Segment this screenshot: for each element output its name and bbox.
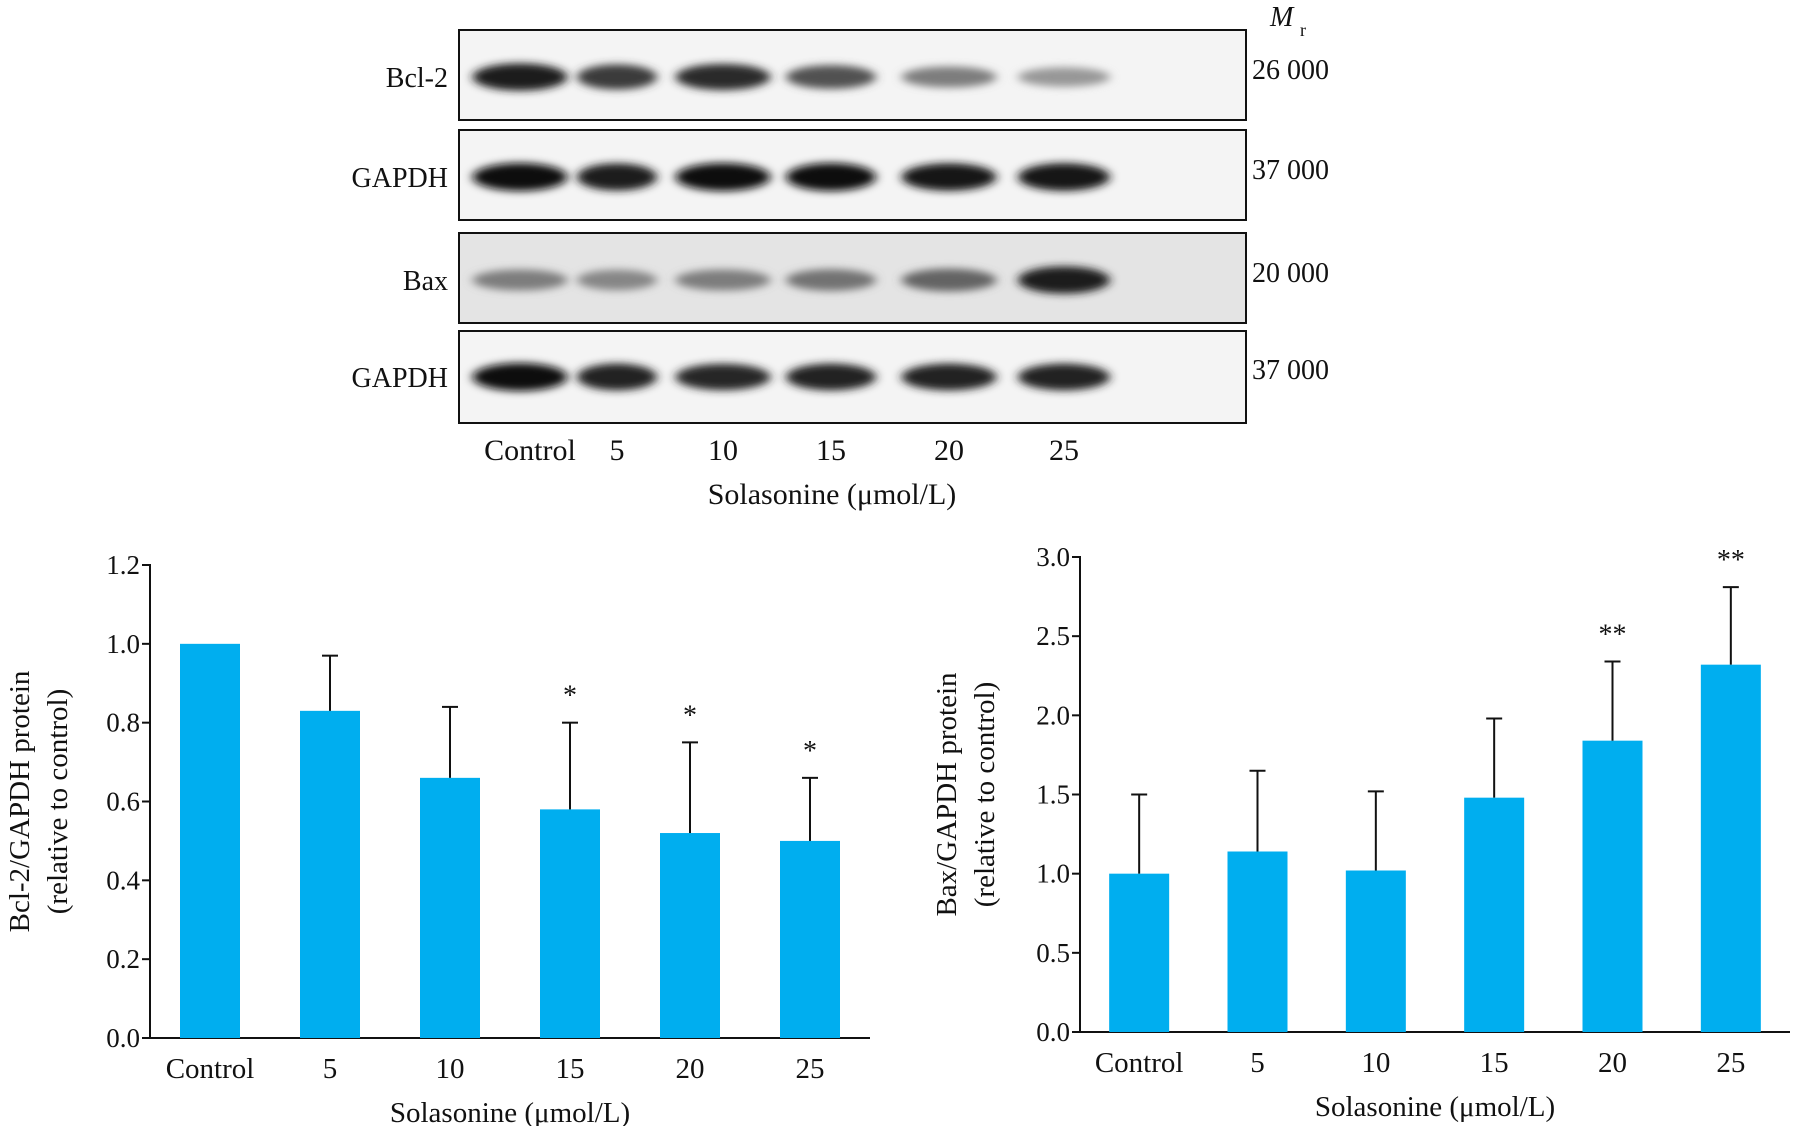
blot-band bbox=[675, 163, 771, 191]
y-tick-label: 0.4 bbox=[106, 865, 140, 895]
significance-marker: ** bbox=[1717, 545, 1745, 576]
bar bbox=[1345, 870, 1406, 1032]
blot-lane-label: 15 bbox=[816, 434, 846, 467]
x-tick-label: 10 bbox=[1361, 1047, 1390, 1079]
y-tick-label: 0.5 bbox=[1036, 938, 1070, 968]
x-tick-label: Control bbox=[1095, 1047, 1184, 1079]
bar bbox=[1109, 873, 1170, 1032]
blot-mw-label: 37 000 bbox=[1252, 155, 1329, 186]
y-tick-label: 0.0 bbox=[106, 1023, 140, 1053]
x-tick-label: Control bbox=[166, 1053, 255, 1085]
blot-band bbox=[901, 268, 997, 292]
blot-x-axis-label: Solasonine (μmol/L) bbox=[708, 478, 957, 511]
blot-band bbox=[1018, 266, 1110, 294]
blot-lane-label: 10 bbox=[708, 434, 738, 467]
x-tick-label: 10 bbox=[436, 1053, 465, 1085]
blot-band bbox=[901, 163, 997, 191]
x-tick-label: 20 bbox=[676, 1053, 705, 1085]
blot-mw-label: 37 000 bbox=[1252, 355, 1329, 386]
x-tick-label: 5 bbox=[323, 1053, 338, 1085]
blot-band bbox=[577, 269, 657, 291]
x-tick-label: 20 bbox=[1598, 1047, 1627, 1079]
y-tick-label: 0.2 bbox=[106, 944, 140, 974]
blot-lane-label: 5 bbox=[610, 434, 625, 467]
blot-band bbox=[1018, 163, 1110, 191]
blot-band bbox=[786, 363, 876, 391]
blot-band bbox=[786, 65, 876, 89]
blot-band bbox=[901, 363, 997, 391]
significance-marker: * bbox=[563, 681, 577, 712]
y-axis-label-line2: (relative to control) bbox=[42, 689, 74, 914]
blot-band bbox=[1018, 67, 1110, 87]
bar bbox=[540, 809, 600, 1038]
blot-band bbox=[901, 66, 997, 88]
bar bbox=[300, 710, 360, 1038]
blot-protein-label: GAPDH bbox=[352, 163, 448, 194]
blot-band bbox=[675, 63, 771, 91]
y-tick-label: 0.8 bbox=[106, 708, 140, 738]
significance-marker: ** bbox=[1599, 620, 1627, 651]
blot-band bbox=[786, 269, 876, 291]
bar bbox=[420, 777, 480, 1038]
bar bbox=[1227, 851, 1288, 1032]
blot-protein-label: GAPDH bbox=[352, 363, 448, 394]
y-tick-label: 1.5 bbox=[1036, 780, 1070, 810]
blot-lane-label: 20 bbox=[934, 434, 964, 467]
y-tick-label: 2.5 bbox=[1036, 621, 1070, 651]
blot-band bbox=[786, 163, 876, 191]
chart-bax: 0.0 0.5 1.0 1.5 2.0 2.5 3.0 Control 5 10 15 ** 20 ** 2… bbox=[931, 542, 1790, 1123]
y-tick-label: 1.0 bbox=[1036, 859, 1070, 889]
blot-band bbox=[675, 269, 771, 291]
y-axis-label-line1: Bcl-2/GAPDH protein bbox=[4, 670, 36, 932]
mr-label: M bbox=[1269, 2, 1295, 33]
x-tick-label: 25 bbox=[796, 1053, 825, 1085]
blot-band bbox=[577, 163, 657, 191]
y-tick-label: 3.0 bbox=[1036, 542, 1070, 572]
blot-protein-label: Bcl-2 bbox=[386, 63, 448, 94]
mr-subscript: r bbox=[1300, 20, 1306, 40]
blot-band bbox=[1018, 363, 1110, 391]
bar bbox=[1700, 664, 1761, 1032]
blot-mw-label: 20 000 bbox=[1252, 258, 1329, 289]
y-axis-label-line1: Bax/GAPDH protein bbox=[931, 672, 963, 917]
blot-band bbox=[675, 363, 771, 391]
bar bbox=[660, 833, 720, 1038]
y-tick-label: 2.0 bbox=[1036, 700, 1070, 730]
y-axis-label-line2: (relative to control) bbox=[969, 682, 1001, 907]
blot-band bbox=[472, 63, 568, 91]
blot-band bbox=[577, 64, 657, 90]
significance-marker: * bbox=[803, 736, 817, 767]
y-tick-label: 1.0 bbox=[106, 629, 140, 659]
x-tick-label: 15 bbox=[556, 1053, 585, 1085]
blot-protein-label: Bax bbox=[403, 266, 448, 297]
x-tick-label: 5 bbox=[1250, 1047, 1265, 1079]
x-axis-label: Solasonine (μmol/L) bbox=[390, 1097, 630, 1126]
bar bbox=[1464, 797, 1525, 1032]
bar bbox=[1582, 740, 1643, 1032]
bar bbox=[180, 643, 240, 1038]
x-tick-label: 15 bbox=[1480, 1047, 1509, 1079]
blot-lane-label: Control bbox=[484, 434, 576, 467]
blot-mw-label: 26 000 bbox=[1252, 55, 1329, 86]
y-tick-label: 1.2 bbox=[106, 550, 140, 580]
chart-bcl2: 0.0 0.2 0.4 0.6 0.8 1.0 1.2 Control 5 10 * 15 * 20 * 25… bbox=[4, 550, 870, 1126]
blot-band bbox=[472, 363, 568, 391]
y-tick-label: 0.0 bbox=[1036, 1017, 1070, 1047]
blot-lane-label: 25 bbox=[1049, 434, 1079, 467]
bar bbox=[780, 840, 840, 1038]
x-tick-label: 25 bbox=[1716, 1047, 1745, 1079]
blot-band bbox=[472, 163, 568, 191]
significance-marker: * bbox=[683, 700, 697, 731]
blot-band bbox=[577, 363, 657, 391]
y-tick-label: 0.6 bbox=[106, 787, 140, 817]
x-axis-label: Solasonine (μmol/L) bbox=[1315, 1091, 1555, 1123]
blot-band bbox=[472, 269, 568, 291]
